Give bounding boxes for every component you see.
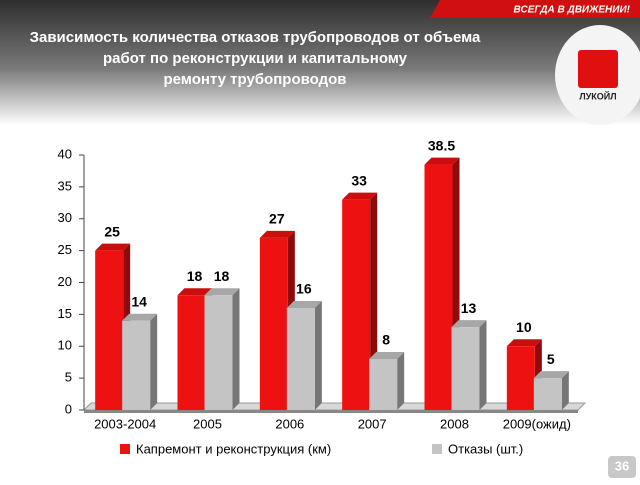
- value-label: 13: [461, 300, 477, 316]
- legend-swatch: [432, 444, 442, 454]
- bar-side: [150, 313, 158, 410]
- bar: [506, 346, 535, 410]
- bar-top: [177, 288, 213, 296]
- bar-side: [232, 288, 240, 410]
- y-tick-label: 0: [65, 401, 72, 416]
- bar-top: [342, 192, 378, 200]
- bar-top: [533, 371, 569, 379]
- chart-title: Зависимость количества отказов трубопров…: [30, 29, 481, 88]
- bar-side: [314, 301, 322, 410]
- value-label: 8: [382, 332, 390, 348]
- value-label: 18: [214, 268, 230, 284]
- logo-text: ЛУКОЙЛ: [579, 90, 616, 101]
- bar: [95, 250, 124, 410]
- y-tick-label: 25: [58, 242, 72, 257]
- bar: [424, 164, 453, 410]
- slogan-band: [430, 0, 640, 18]
- bar-side: [397, 352, 405, 410]
- bar: [286, 308, 315, 410]
- bar: [342, 199, 371, 410]
- bar-top: [204, 288, 240, 296]
- bar-side: [561, 371, 569, 410]
- chart: 0 5 10 15 20 25 30 35 40 2003-2004 25 14 2005 18 18 200…: [58, 137, 587, 456]
- value-label: 14: [131, 293, 147, 309]
- y-tick-label: 15: [58, 306, 72, 321]
- header-band: [0, 0, 640, 125]
- value-label: 18: [187, 268, 203, 284]
- x-tick-label: 2009(ожид): [503, 416, 571, 431]
- y-tick-label: 30: [58, 210, 72, 225]
- bar-top: [424, 157, 460, 165]
- x-tick-label: 2006: [275, 416, 304, 431]
- legend-label: Капремонт и реконструкция (км): [136, 441, 331, 456]
- legend-label: Отказы (шт.): [448, 441, 523, 456]
- value-label: 10: [516, 319, 532, 335]
- y-tick-label: 20: [58, 274, 72, 289]
- page-badge: [608, 456, 636, 478]
- bar: [122, 320, 151, 410]
- bar: [259, 237, 288, 410]
- value-label: 5: [547, 351, 555, 367]
- legend-swatch: [120, 444, 130, 454]
- value-label: 25: [104, 223, 120, 239]
- value-label: 33: [351, 172, 367, 188]
- y-tick-label: 5: [65, 370, 72, 385]
- value-label: 27: [269, 211, 285, 227]
- bar-top: [369, 352, 405, 359]
- y-tick-label: 35: [58, 178, 72, 193]
- floor-front: [84, 410, 578, 413]
- y-tick-label: 40: [58, 146, 72, 161]
- bar: [533, 378, 562, 410]
- value-label: 38.5: [428, 137, 455, 153]
- bar: [177, 295, 206, 410]
- bar-top: [122, 313, 158, 321]
- bar-top: [506, 339, 542, 347]
- page-number: 36: [615, 458, 629, 473]
- bar-top: [259, 230, 295, 238]
- bar-top: [451, 320, 487, 328]
- bar: [451, 327, 480, 410]
- y-tick-label: 10: [58, 338, 72, 353]
- logo-mark: [578, 50, 618, 88]
- x-tick-label: 2005: [193, 416, 222, 431]
- bar-top: [286, 301, 322, 308]
- bar: [369, 359, 398, 410]
- x-tick-label: 2008: [440, 416, 469, 431]
- value-label: 16: [296, 281, 312, 297]
- bar-top: [95, 243, 131, 251]
- x-tick-label: 2003-2004: [94, 416, 156, 431]
- bar-side: [479, 320, 487, 410]
- x-tick-label: 2007: [358, 416, 387, 431]
- slogan: ВСЕГДА В ДВИЖЕНИИ!: [514, 5, 631, 16]
- bar: [204, 295, 233, 410]
